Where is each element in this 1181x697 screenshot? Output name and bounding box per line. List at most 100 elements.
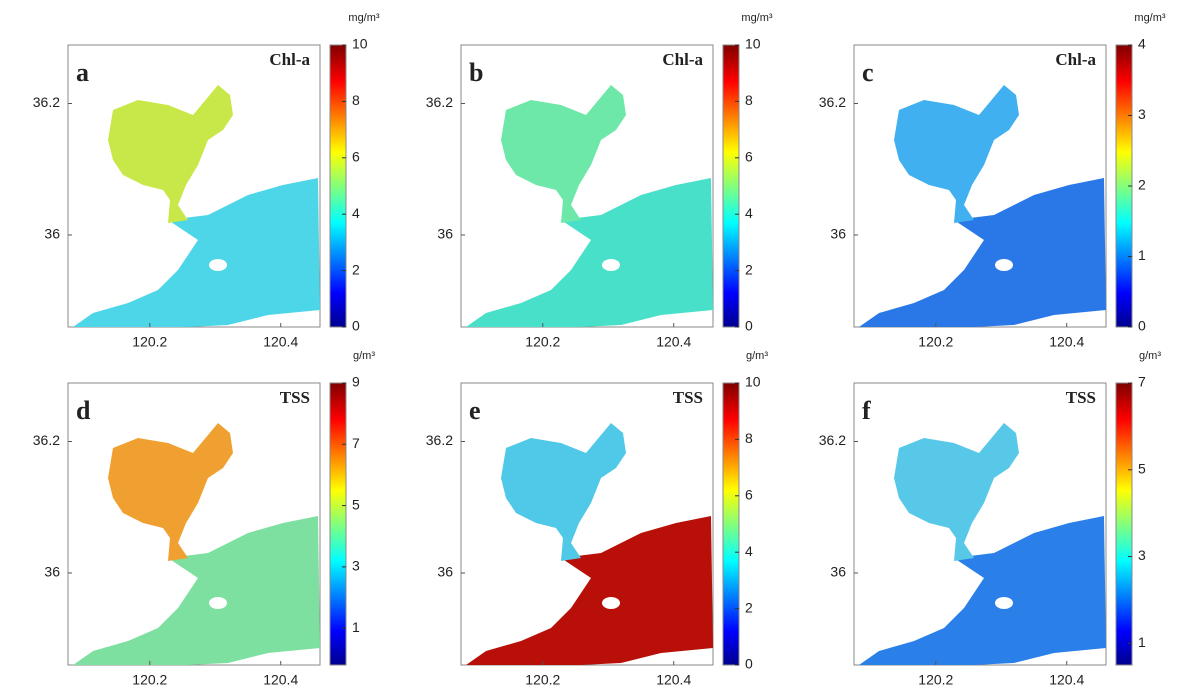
y-tick-label: 36 [437, 226, 453, 242]
y-tick-label: 36 [830, 226, 846, 242]
x-tick-label: 120.2 [525, 672, 560, 688]
colorbar-unit: g/m³ [1139, 350, 1161, 362]
panel-title: Chl-a [269, 50, 310, 69]
colorbar-tick-label: 8 [745, 430, 753, 446]
x-tick-label: 120.2 [132, 672, 167, 688]
y-tick-label: 36.2 [819, 94, 846, 110]
island [995, 259, 1013, 271]
y-tick-label: 36 [830, 564, 846, 580]
colorbar-tick-label: 0 [352, 318, 360, 334]
colorbar-tick-label: 10 [352, 36, 368, 52]
colorbar-tick-label: 8 [745, 92, 753, 108]
y-tick-label: 36.2 [426, 94, 453, 110]
y-tick-label: 36.2 [33, 94, 60, 110]
island [602, 259, 620, 271]
panel: e TSS 120.2 120.4 36 36.2 0 2 4 6 8 10 g/m³ [426, 350, 769, 688]
colorbar-unit: mg/m³ [741, 12, 773, 24]
panel-label: c [862, 58, 874, 87]
colorbar-tick-label: 2 [745, 599, 753, 615]
y-tick-label: 36.2 [33, 432, 60, 448]
bay-region [894, 423, 1019, 561]
colorbar-tick-label: 1 [1138, 247, 1146, 263]
colorbar-tick-label: 6 [745, 149, 753, 165]
sea-region [859, 178, 1106, 327]
colorbar-tick-label: 7 [352, 435, 360, 451]
sea-region [73, 516, 320, 665]
island [602, 597, 620, 609]
x-tick-label: 120.4 [656, 672, 691, 688]
panel: c Chl-a 120.2 120.4 36 36.2 0 1 2 3 4 mg/m³ [819, 12, 1166, 350]
colorbar-tick-label: 0 [745, 656, 753, 672]
bay-region [501, 423, 626, 561]
colorbar-tick-label: 4 [1138, 36, 1146, 52]
bay-region [894, 85, 1019, 223]
colorbar-tick-label: 1 [352, 619, 360, 635]
panel: b Chl-a 120.2 120.4 36 36.2 0 2 4 6 8 10 mg/m³ [426, 12, 773, 350]
panel-label: d [76, 396, 91, 425]
colorbar-tick-label: 1 [1138, 634, 1146, 650]
colorbar-tick-label: 3 [1138, 547, 1146, 563]
panel-title: TSS [280, 388, 310, 407]
x-tick-label: 120.2 [918, 672, 953, 688]
panel-label: a [76, 58, 89, 87]
x-tick-label: 120.4 [1049, 672, 1084, 688]
bay-region [501, 85, 626, 223]
colorbar-tick-label: 7 [1138, 374, 1146, 390]
y-tick-label: 36.2 [426, 432, 453, 448]
colorbar-tick-label: 3 [1138, 106, 1146, 122]
sea-region [859, 516, 1106, 665]
colorbar [1115, 382, 1133, 666]
x-tick-label: 120.2 [525, 334, 560, 350]
x-tick-label: 120.4 [1049, 334, 1084, 350]
colorbar-unit: mg/m³ [1134, 12, 1166, 24]
x-tick-label: 120.4 [656, 334, 691, 350]
colorbar-unit: g/m³ [746, 350, 768, 362]
colorbar-tick-label: 4 [352, 205, 360, 221]
colorbar-tick-label: 3 [352, 558, 360, 574]
colorbar-tick-label: 0 [745, 318, 753, 334]
y-tick-label: 36 [44, 226, 60, 242]
panel-title: Chl-a [1055, 50, 1096, 69]
panel-title: TSS [1066, 388, 1096, 407]
colorbar-tick-label: 10 [745, 36, 761, 52]
colorbar-tick-label: 8 [352, 92, 360, 108]
island [209, 597, 227, 609]
colorbar-unit: mg/m³ [348, 12, 380, 24]
bay-region [108, 423, 233, 561]
panel-label: f [862, 396, 871, 425]
x-tick-label: 120.4 [263, 334, 298, 350]
colorbar-tick-label: 4 [745, 205, 753, 221]
x-tick-label: 120.4 [263, 672, 298, 688]
colorbar [722, 44, 740, 328]
y-tick-label: 36 [437, 564, 453, 580]
colorbar-tick-label: 6 [745, 487, 753, 503]
colorbar-tick-label: 5 [352, 496, 360, 512]
panel-label: b [469, 58, 483, 87]
panel: a Chl-a 120.2 120.4 36 36.2 0 2 4 6 8 10 mg/m³ [33, 12, 380, 350]
panel-title: Chl-a [662, 50, 703, 69]
colorbar [329, 44, 347, 328]
sea-region [466, 516, 713, 665]
island [209, 259, 227, 271]
x-tick-label: 120.2 [918, 334, 953, 350]
panel: d TSS 120.2 120.4 36 36.2 1 3 5 7 9 g/m³ [33, 350, 376, 688]
sea-region [466, 178, 713, 327]
x-tick-label: 120.2 [132, 334, 167, 350]
colorbar-tick-label: 4 [745, 543, 753, 559]
colorbar-tick-label: 2 [1138, 177, 1146, 193]
y-tick-label: 36 [44, 564, 60, 580]
colorbar-tick-label: 10 [745, 374, 761, 390]
y-tick-label: 36.2 [819, 432, 846, 448]
colorbar-tick-label: 6 [352, 149, 360, 165]
colorbar-tick-label: 2 [745, 261, 753, 277]
colorbar-tick-label: 0 [1138, 318, 1146, 334]
colorbar-unit: g/m³ [353, 350, 375, 362]
colorbar [329, 382, 347, 666]
island [995, 597, 1013, 609]
colorbar-tick-label: 9 [352, 374, 360, 390]
sea-region [73, 178, 320, 327]
colorbar [722, 382, 740, 666]
colorbar-tick-label: 2 [352, 261, 360, 277]
